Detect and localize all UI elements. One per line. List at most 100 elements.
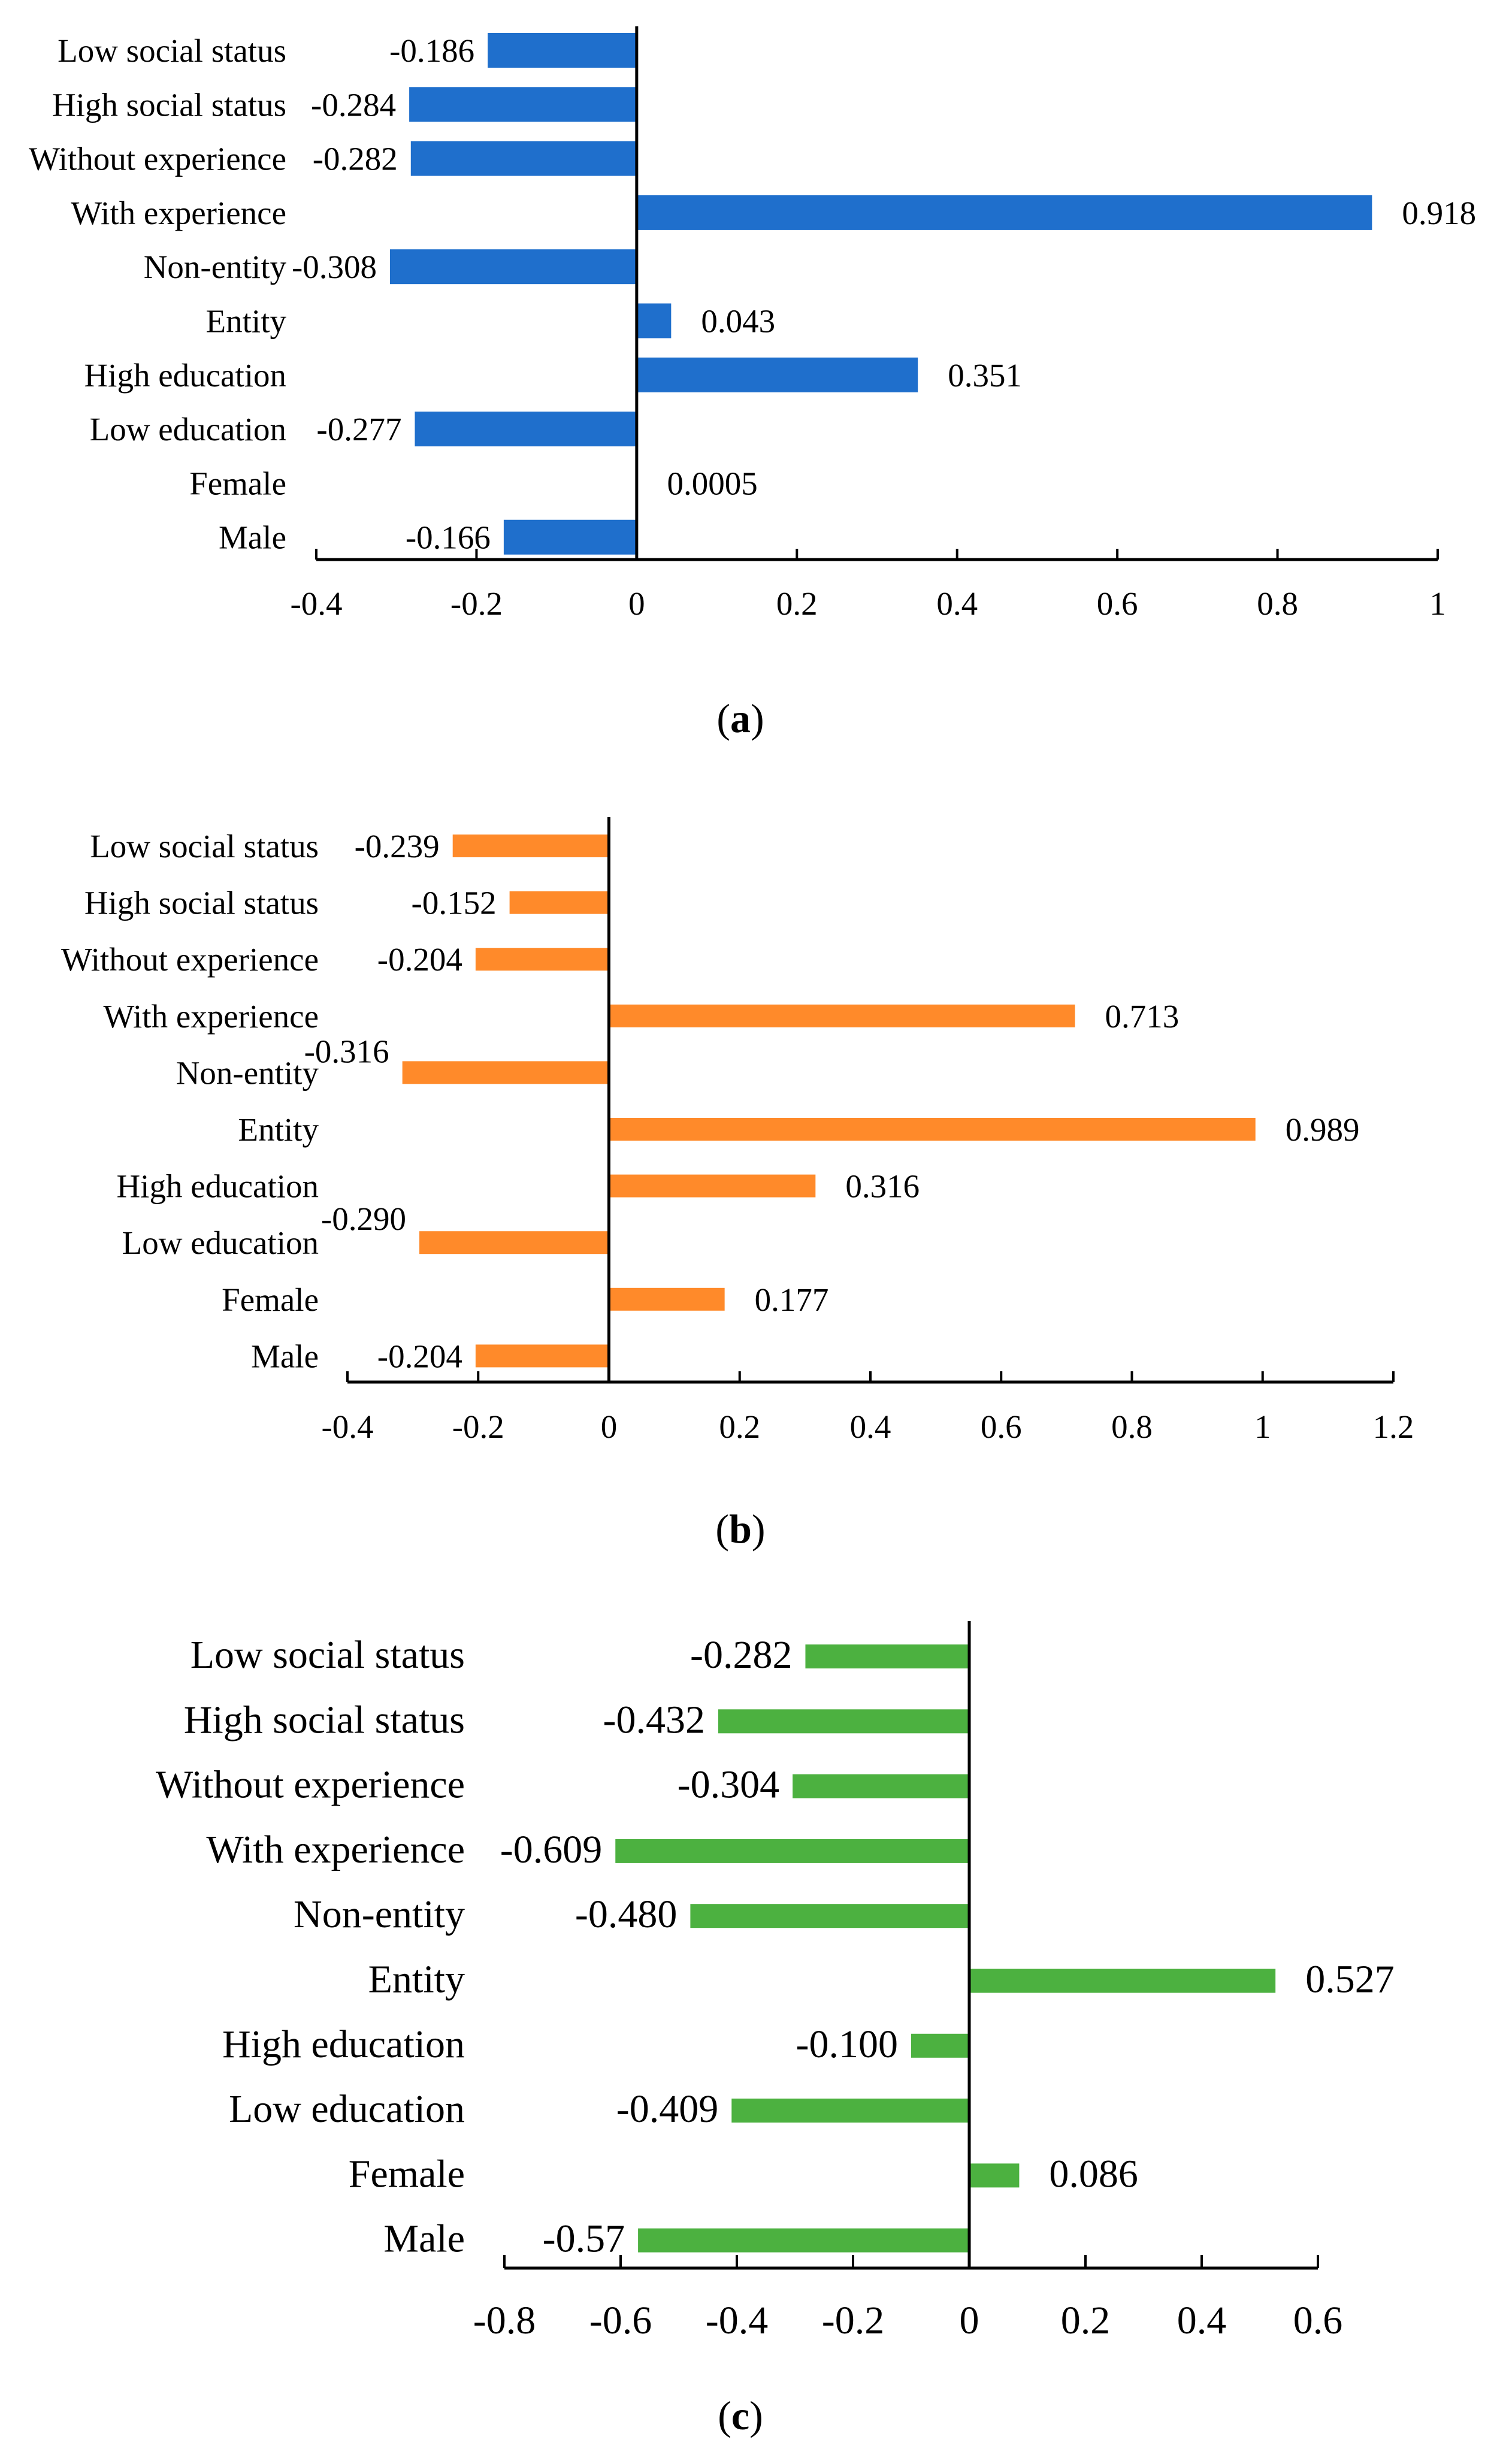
value-label: -0.239 xyxy=(355,828,440,864)
bar xyxy=(793,1774,969,1798)
category-label: Female xyxy=(349,2152,465,2196)
x-tick-label: -0.8 xyxy=(473,2299,536,2342)
x-tick-label: -0.4 xyxy=(321,1408,373,1445)
value-label: -0.57 xyxy=(543,2217,625,2261)
x-tick-label: 0.4 xyxy=(850,1408,891,1445)
value-label: -0.432 xyxy=(603,1698,704,1742)
bar xyxy=(488,33,637,68)
bar xyxy=(805,1644,969,1668)
x-tick-label: -0.4 xyxy=(290,585,342,622)
x-tick-label: 0.2 xyxy=(719,1408,760,1445)
x-tick-label: 0 xyxy=(960,2299,979,2342)
value-label: -0.308 xyxy=(292,249,377,285)
x-tick-label: 0.2 xyxy=(776,585,818,622)
category-label: Low education xyxy=(122,1225,319,1261)
bar xyxy=(475,1344,609,1368)
bar xyxy=(636,195,1372,230)
category-label: Low education xyxy=(90,411,286,448)
x-tick-label: 0.8 xyxy=(1257,585,1298,622)
bar xyxy=(410,141,637,176)
value-label: -0.316 xyxy=(304,1033,389,1069)
value-label: -0.409 xyxy=(616,2087,718,2131)
category-label: High education xyxy=(116,1168,319,1205)
value-label: -0.152 xyxy=(412,885,497,921)
value-label: 0.177 xyxy=(755,1281,829,1318)
bar xyxy=(415,412,637,447)
bar xyxy=(419,1231,609,1254)
value-label: 0.713 xyxy=(1105,998,1180,1035)
bar xyxy=(969,1969,1276,1993)
category-label: Low social status xyxy=(58,32,286,69)
category-label: Non-entity xyxy=(144,249,287,285)
x-tick-label: -0.2 xyxy=(452,1408,504,1445)
category-label: Male xyxy=(219,519,286,556)
category-label: With experience xyxy=(71,195,286,231)
x-tick-label: 1.2 xyxy=(1373,1408,1414,1445)
category-label: High social status xyxy=(52,86,286,123)
value-label: 0.989 xyxy=(1286,1111,1360,1148)
x-tick-label: 0 xyxy=(601,1408,618,1445)
category-label: Low social status xyxy=(190,1633,465,1677)
bar xyxy=(609,1004,1075,1027)
value-label: -0.204 xyxy=(377,941,462,978)
x-tick-label: -0.6 xyxy=(589,2299,652,2342)
category-label: Female xyxy=(222,1281,319,1318)
value-label: 0.918 xyxy=(1402,195,1476,231)
bar xyxy=(969,2163,1020,2188)
chart-panel-c: Low social status -0.282 High social statu… xyxy=(156,1621,1395,2438)
panel-caption: (b) xyxy=(715,1506,765,1552)
value-label: -0.609 xyxy=(500,1828,602,1872)
x-tick-label: 0.8 xyxy=(1111,1408,1153,1445)
bar xyxy=(409,87,637,122)
x-tick-label: -0.2 xyxy=(450,585,503,622)
value-label: 0.086 xyxy=(1049,2152,1138,2196)
x-tick-label: 0.6 xyxy=(1293,2299,1343,2342)
x-tick-label: 1 xyxy=(1254,1408,1271,1445)
bar xyxy=(452,835,609,857)
category-label: High education xyxy=(222,2022,465,2066)
bar xyxy=(475,948,609,971)
value-label: -0.282 xyxy=(313,141,398,177)
value-label: -0.186 xyxy=(389,32,474,69)
x-tick-label: 0.6 xyxy=(981,1408,1022,1445)
category-label: Low education xyxy=(229,2087,465,2131)
bar xyxy=(609,1174,816,1198)
value-label: -0.166 xyxy=(406,519,491,556)
value-label: -0.100 xyxy=(796,2022,898,2066)
category-label: Entity xyxy=(206,303,287,340)
bar xyxy=(718,1709,969,1734)
value-label: -0.204 xyxy=(377,1338,462,1374)
bar xyxy=(503,519,637,555)
category-label: High education xyxy=(84,357,286,394)
bar xyxy=(609,1287,725,1311)
x-tick-label: 0.2 xyxy=(1061,2299,1111,2342)
bar xyxy=(690,1904,969,1928)
value-label: -0.304 xyxy=(678,1763,779,1807)
category-label: Without experience xyxy=(29,141,286,177)
x-tick-label: 0 xyxy=(628,585,645,622)
bar xyxy=(636,303,672,338)
value-label: 0.351 xyxy=(948,357,1022,394)
bar xyxy=(615,1839,969,1863)
value-label: -0.282 xyxy=(690,1633,792,1677)
category-label: Entity xyxy=(368,1958,465,2002)
bar xyxy=(390,249,637,285)
category-label: Non-entity xyxy=(176,1054,319,1091)
category-label: Low social status xyxy=(90,828,319,864)
category-label: With experience xyxy=(103,998,319,1035)
category-label: Male xyxy=(251,1338,319,1374)
value-label: 0.043 xyxy=(701,303,775,340)
value-label: -0.284 xyxy=(311,86,396,123)
category-label: Without experience xyxy=(61,941,319,978)
bar xyxy=(638,2228,969,2253)
category-label: High social status xyxy=(184,1698,465,1742)
x-tick-label: 0.6 xyxy=(1097,585,1138,622)
category-label: Without experience xyxy=(156,1763,465,1807)
bar xyxy=(911,2033,969,2058)
category-label: High social status xyxy=(84,885,319,921)
category-label: Entity xyxy=(238,1111,319,1148)
value-label: 0.316 xyxy=(845,1168,920,1205)
bar xyxy=(609,1118,1256,1141)
x-tick-label: -0.2 xyxy=(822,2299,884,2342)
